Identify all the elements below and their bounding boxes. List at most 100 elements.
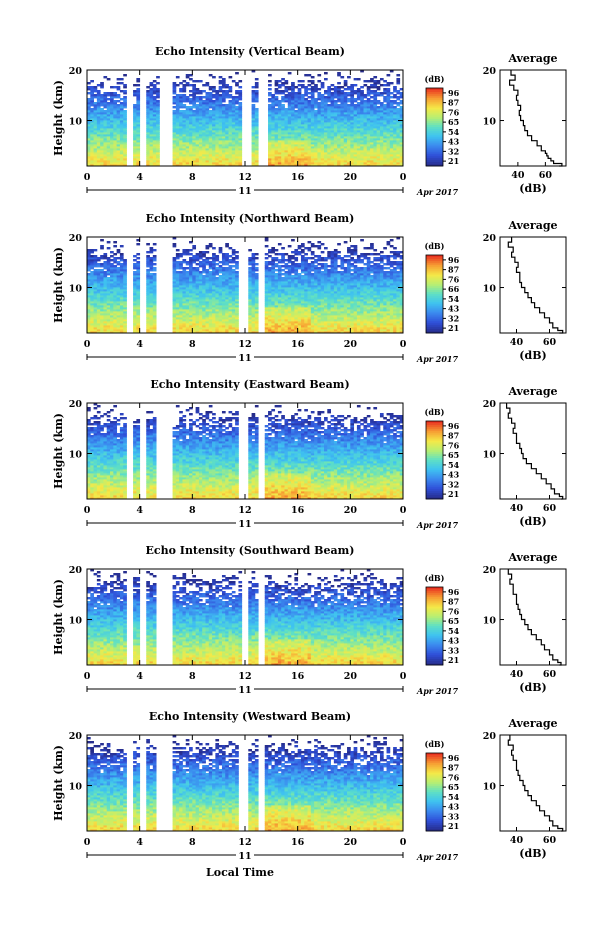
- heatmap-cell: [100, 301, 104, 304]
- heatmap-cell: [195, 263, 200, 266]
- heatmap-cell: [389, 164, 394, 167]
- heatmap-cell: [383, 158, 387, 161]
- heatmap-cell: [202, 122, 206, 125]
- heatmap-cell: [231, 297, 236, 300]
- heatmap-cell: [152, 110, 157, 113]
- heatmap-cell: [152, 313, 157, 316]
- heatmap-cell: [287, 108, 292, 111]
- heatmap-cell: [383, 96, 387, 99]
- heatmap-cell: [225, 313, 229, 316]
- heatmap-cell: [152, 116, 157, 119]
- heatmap-cell: [192, 106, 197, 109]
- heatmap-cell: [383, 154, 387, 157]
- heatmap-cell: [136, 158, 141, 161]
- heatmap-cell: [90, 90, 94, 93]
- heatmap-cell: [363, 96, 368, 99]
- heatmap-cell: [146, 305, 150, 308]
- heatmap-cell: [87, 82, 91, 85]
- heatmap-cell: [281, 92, 285, 95]
- heatmap-cell: [373, 96, 378, 99]
- heatmap-cell: [396, 116, 401, 119]
- heatmap-cell: [198, 138, 203, 141]
- heatmap-cell: [189, 265, 193, 268]
- heatmap-cell: [347, 156, 351, 159]
- heatmap-cell: [90, 317, 94, 320]
- heatmap-cell: [106, 128, 111, 131]
- heatmap-cell: [152, 279, 157, 282]
- heatmap-cell: [93, 130, 98, 133]
- heatmap-cell: [340, 134, 345, 137]
- heatmap-cell: [136, 112, 141, 115]
- heatmap-cell: [304, 160, 308, 163]
- colorbar-segment: [426, 103, 443, 106]
- heatmap-cell: [277, 114, 282, 117]
- heatmap-cell: [106, 122, 111, 125]
- heatmap-cell: [373, 100, 378, 103]
- heatmap-cell: [274, 116, 279, 119]
- heatmap-cell: [195, 297, 200, 300]
- heatmap-cell: [90, 257, 94, 260]
- heatmap-cell: [192, 321, 197, 324]
- heatmap-cell: [314, 144, 318, 147]
- heatmap-cell: [87, 299, 91, 302]
- heatmap-cell: [284, 158, 289, 161]
- heatmap-cell: [221, 285, 226, 288]
- heatmap-cell: [225, 92, 229, 95]
- heatmap-cell: [205, 82, 210, 85]
- heatmap-cell: [327, 120, 331, 123]
- heatmap-cell: [205, 297, 210, 300]
- heatmap-cell: [100, 325, 104, 328]
- heatmap-cell: [221, 90, 226, 93]
- heatmap-cell: [231, 303, 236, 306]
- heatmap-cell: [304, 98, 308, 101]
- heatmap-cell: [195, 136, 200, 139]
- heatmap-cell: [100, 142, 104, 145]
- heatmap-cell: [310, 138, 315, 141]
- heatmap-cell: [146, 146, 150, 149]
- heatmap-cell: [156, 96, 160, 99]
- heatmap-cell: [146, 128, 150, 131]
- heatmap-cell: [123, 100, 127, 103]
- heatmap-cell: [172, 92, 177, 95]
- heatmap-cell: [90, 94, 94, 97]
- heatmap-cell: [291, 114, 295, 117]
- heatmap-cell: [228, 297, 233, 300]
- heatmap-cell: [228, 134, 233, 137]
- heatmap-cell: [254, 132, 259, 135]
- heatmap-cell: [297, 96, 302, 99]
- heatmap-cell: [324, 118, 328, 121]
- heatmap-cell: [116, 317, 121, 320]
- heatmap-cell: [87, 108, 91, 111]
- heatmap-cell: [198, 104, 203, 107]
- heatmap-cell: [146, 281, 150, 284]
- heatmap-cell: [175, 261, 180, 264]
- heatmap-cell: [353, 144, 358, 147]
- heatmap-cell: [228, 152, 233, 155]
- heatmap-cell: [231, 319, 236, 322]
- heatmap-cell: [218, 289, 223, 292]
- heatmap-cell: [324, 96, 328, 99]
- heatmap-cell: [172, 118, 177, 121]
- heatmap-cell: [205, 92, 210, 95]
- heatmap-cell: [90, 299, 94, 302]
- heatmap-cell: [136, 269, 141, 272]
- heatmap-cell: [152, 307, 157, 310]
- heatmap-cell: [87, 305, 91, 308]
- heatmap-cell: [228, 96, 233, 99]
- heatmap-cell: [320, 114, 325, 117]
- heatmap-cell: [221, 86, 226, 89]
- heatmap-cell: [119, 273, 124, 276]
- heatmap-cell: [370, 96, 374, 99]
- heatmap-cell: [300, 118, 305, 121]
- heatmap-cell: [366, 136, 371, 139]
- heatmap-cell: [386, 82, 391, 85]
- heatmap-cell: [172, 257, 177, 260]
- heatmap-cell: [87, 100, 91, 103]
- heatmap-cell: [291, 106, 295, 109]
- heatmap-cell: [274, 162, 279, 165]
- heatmap-cell: [205, 132, 210, 135]
- heatmap-cell: [264, 291, 269, 294]
- heatmap-cell: [363, 158, 368, 161]
- heatmap-cell: [195, 126, 200, 129]
- heatmap-cell: [320, 162, 325, 165]
